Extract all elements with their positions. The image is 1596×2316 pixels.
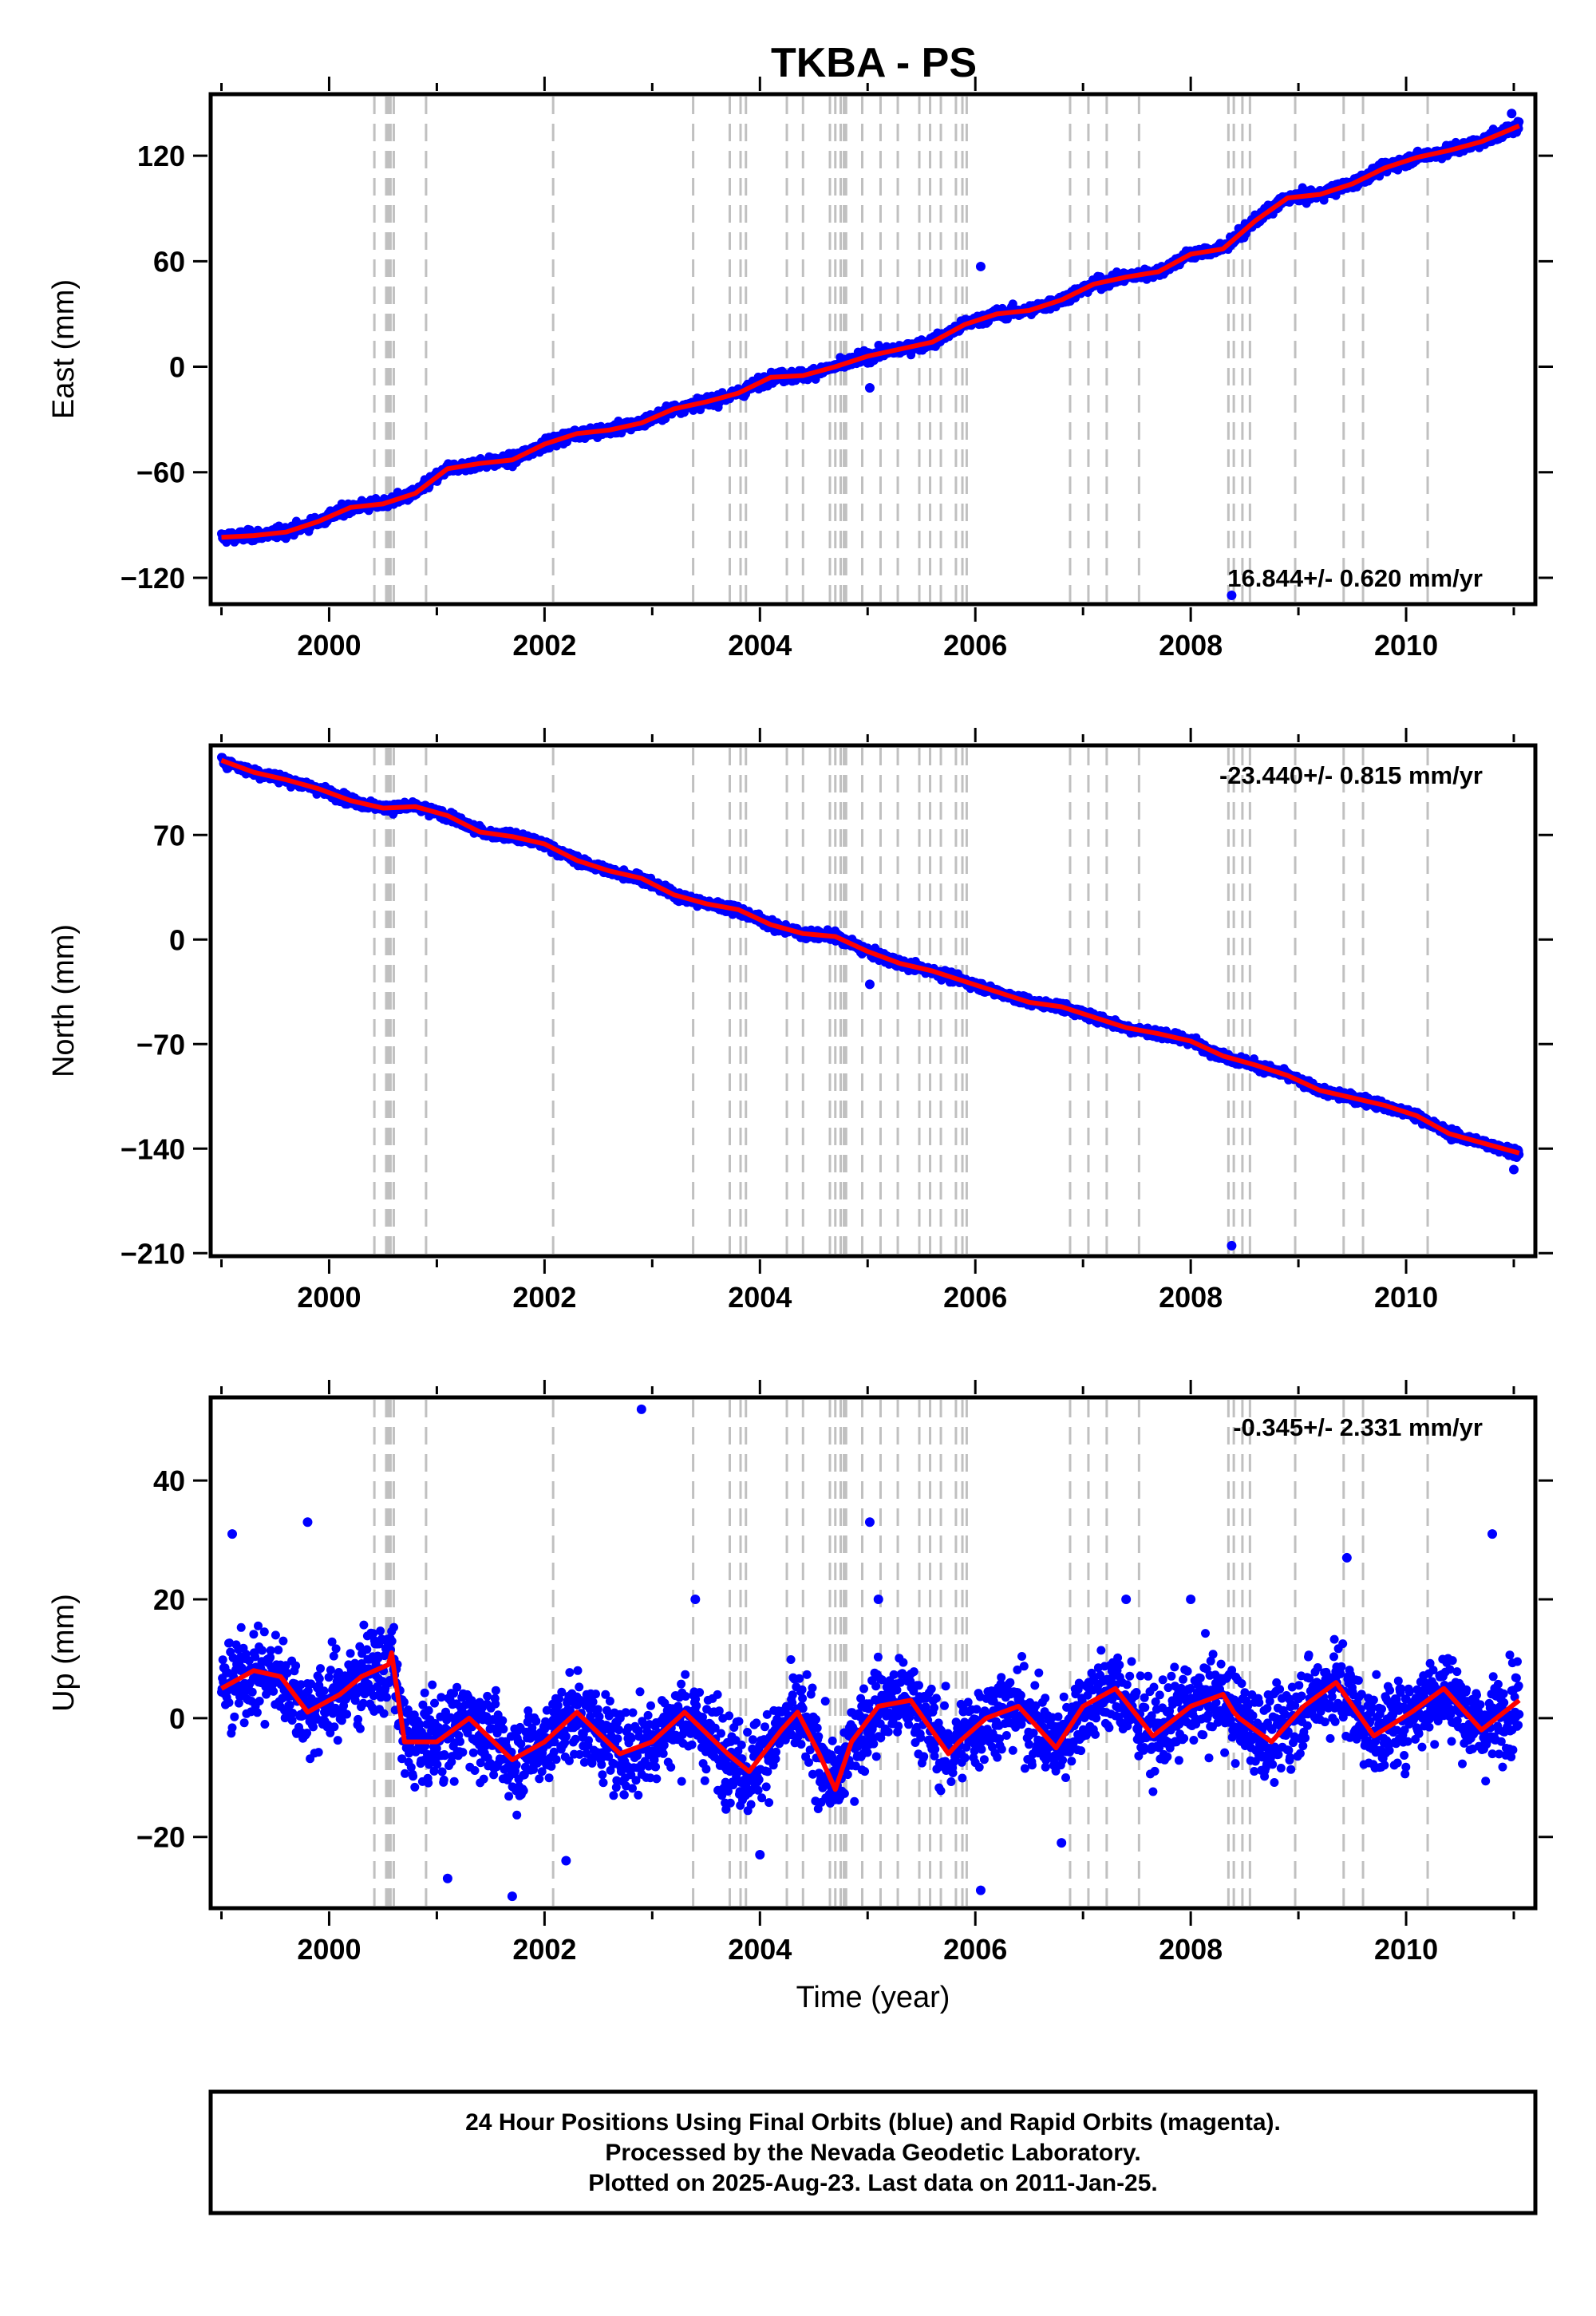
panel-north: 2000 2002 2004 2006 2008 2010−210−140−70070No… <box>47 728 1553 1314</box>
x-tick-label: 2002 <box>512 629 576 662</box>
x-tick-label: 2000 <box>297 629 361 662</box>
y-tick-label: −120 <box>120 562 185 595</box>
data-point <box>1515 117 1524 127</box>
plot-frame <box>208 92 1538 607</box>
outlier-point <box>1227 590 1237 600</box>
y-tick-label: 0 <box>169 351 185 384</box>
x-tick-label: 2004 <box>728 629 792 662</box>
model-line <box>221 123 1520 540</box>
outlier-point <box>1507 109 1517 119</box>
y-axis-label: East (mm) <box>47 279 81 419</box>
outlier-point <box>975 261 986 271</box>
outlier-point <box>864 382 875 393</box>
chart-title: TKBA - PS <box>771 40 977 86</box>
y-tick-label: −60 <box>136 456 185 489</box>
velocity-label: 16.844+/- 0.620 mm/yr <box>1227 564 1483 592</box>
x-tick-label: 2008 <box>1159 629 1223 662</box>
x-tick-label: 2010 <box>1374 629 1438 662</box>
x-tick-label: 2006 <box>943 629 1007 662</box>
panel-east: 2000 2002 2004 2006 2008 2010 −120 −60 0 60 120 Eas… <box>47 77 1553 662</box>
panels: 2000 2002 2004 2006 2008 2010 −120 −60 0 60 120 Eas… <box>47 77 1553 2014</box>
y-tick-label: 120 <box>137 140 185 172</box>
y-tick-label: 60 <box>153 245 185 278</box>
